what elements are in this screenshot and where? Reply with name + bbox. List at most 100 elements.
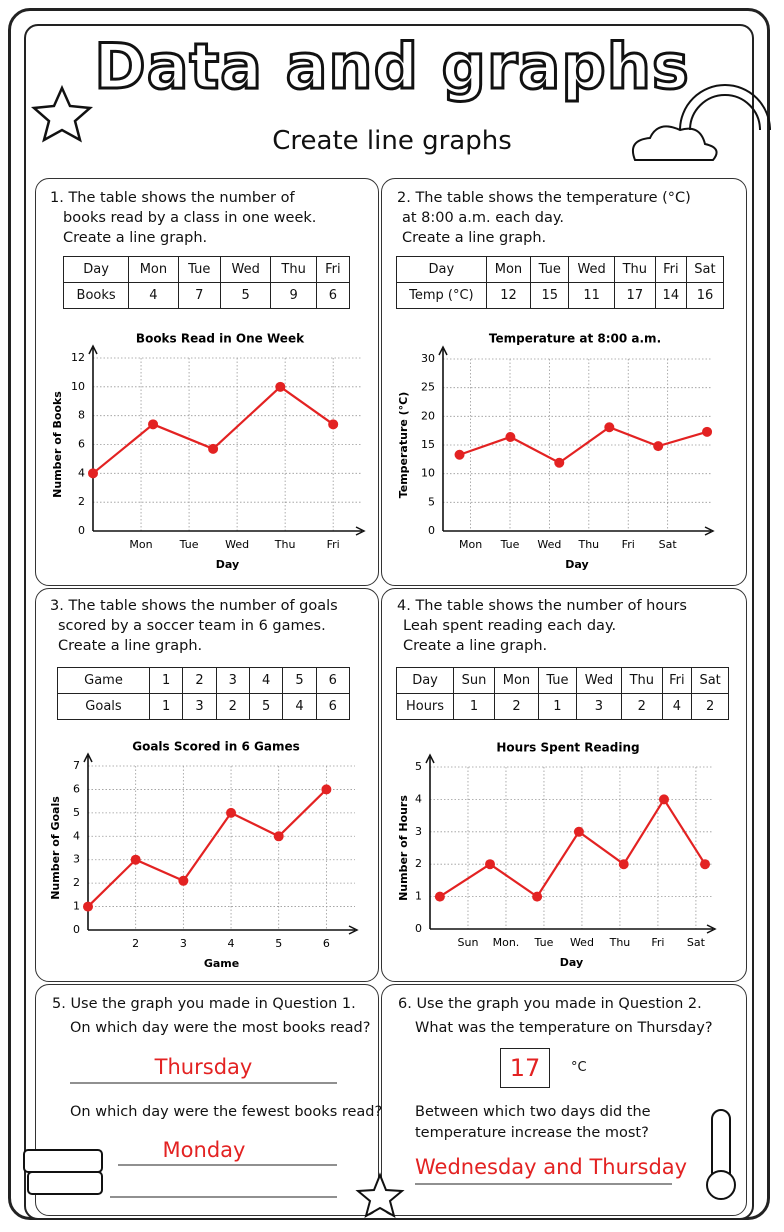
y-tick-label: 1 bbox=[73, 900, 80, 913]
y-axis-label: Temperature (°C) bbox=[397, 392, 410, 499]
table-cell: 4 bbox=[248, 667, 284, 694]
table-cell: 14 bbox=[654, 282, 687, 309]
data-line bbox=[439, 797, 706, 899]
table-row: Day Mon Tue Wed Thu Fri bbox=[62, 256, 351, 283]
y-tick-label: 2 bbox=[78, 495, 85, 508]
data-point bbox=[321, 784, 332, 795]
x-tick-label: Mon bbox=[459, 538, 482, 551]
prompt-line: 4. The table shows the number of hours bbox=[397, 598, 687, 614]
y-tick-label: 15 bbox=[421, 438, 435, 451]
prompt-line: 2. The table shows the temperature (°C) bbox=[397, 190, 691, 206]
subtitle: Create line graphs bbox=[272, 126, 512, 156]
y-tick-label: 2 bbox=[73, 876, 80, 889]
answer: Wednesday and Thursday bbox=[415, 1155, 688, 1179]
table-cell: Fri bbox=[654, 256, 687, 283]
table-cell: 5 bbox=[248, 693, 284, 720]
x-tick-label: 6 bbox=[323, 937, 330, 950]
table-cell: Sat bbox=[691, 667, 729, 694]
data-point bbox=[226, 807, 237, 818]
axis-arrow bbox=[704, 526, 715, 536]
table-cell: Sat bbox=[685, 256, 725, 283]
y-tick-label: 6 bbox=[73, 782, 80, 795]
panel bbox=[35, 588, 379, 982]
table-cell: 5 bbox=[282, 667, 317, 694]
x-tick-label: Wed bbox=[225, 538, 249, 551]
star-icon bbox=[30, 84, 94, 143]
data-point bbox=[532, 891, 543, 902]
y-tick-label: 25 bbox=[421, 381, 435, 394]
table-cell: 4 bbox=[661, 693, 693, 720]
x-axis-label: Day bbox=[565, 558, 588, 571]
x-tick-label: Fri bbox=[622, 538, 635, 551]
thermometer-icon bbox=[706, 1170, 736, 1200]
x-tick-label: Thu bbox=[577, 538, 599, 551]
question-line: What was the temperature on Thursday? bbox=[415, 1020, 713, 1036]
books-icon bbox=[23, 1149, 103, 1173]
table-row: Goals 1 3 2 5 4 6 bbox=[57, 693, 351, 720]
y-tick-label: 30 bbox=[421, 352, 435, 365]
table-cell: 7 bbox=[177, 282, 221, 309]
table-cell: 3 bbox=[182, 693, 217, 720]
data-table: Day Sun Mon Tue Wed Thu Fri Sat Hours 1 2 1 3 2 4 2 bbox=[395, 667, 729, 720]
question-line: On which day were the most books read? bbox=[70, 1020, 371, 1036]
x-tick-label: 5 bbox=[275, 937, 282, 950]
answer: Monday bbox=[162, 1138, 246, 1162]
table-cell: Sun bbox=[453, 667, 495, 694]
x-tick-label: 3 bbox=[180, 937, 187, 950]
table-cell: Tue bbox=[538, 667, 577, 694]
axis-arrow bbox=[348, 925, 359, 935]
axis-arrow bbox=[83, 752, 93, 763]
y-tick-label: 10 bbox=[421, 467, 435, 480]
y-tick-label: 0 bbox=[78, 524, 85, 537]
table-cell: 2 bbox=[215, 693, 250, 720]
table-cell: Wed bbox=[219, 256, 272, 283]
data-point bbox=[454, 449, 465, 460]
panel bbox=[381, 178, 747, 586]
cloud-icon bbox=[631, 125, 718, 161]
unit: °C bbox=[571, 1060, 587, 1075]
y-axis-label: Number of Books bbox=[51, 391, 64, 498]
y-tick-label: 8 bbox=[78, 409, 85, 422]
data-point bbox=[273, 831, 284, 842]
question-line: temperature increase the most? bbox=[415, 1125, 649, 1141]
chart-title: Books Read in One Week bbox=[136, 332, 305, 346]
y-tick-label: 20 bbox=[421, 409, 435, 422]
table-cell: Tue bbox=[177, 256, 221, 283]
x-tick-label: Wed bbox=[537, 538, 561, 551]
table-cell: Mon bbox=[493, 667, 540, 694]
table-cell: 2 bbox=[182, 667, 217, 694]
data-point bbox=[434, 891, 445, 902]
table-cell: Game bbox=[57, 667, 150, 694]
axis-arrow bbox=[425, 753, 435, 764]
table-cell: Thu bbox=[270, 256, 317, 283]
question-line: 5. Use the graph you made in Question 1. bbox=[52, 996, 356, 1012]
table-cell: Wed bbox=[575, 667, 623, 694]
x-tick-label: Sat bbox=[687, 936, 706, 949]
prompt-line: 1. The table shows the number of bbox=[50, 190, 295, 206]
y-tick-label: 3 bbox=[415, 825, 422, 838]
prompt-line: books read by a class in one week. bbox=[63, 210, 317, 226]
x-tick-label: Mon bbox=[129, 538, 152, 551]
table-cell: Goals bbox=[57, 693, 150, 720]
rainbow-icon bbox=[679, 84, 771, 131]
x-tick-label: Thu bbox=[274, 538, 296, 551]
y-tick-label: 2 bbox=[415, 857, 422, 870]
data-point bbox=[505, 431, 516, 442]
table-cell: 11 bbox=[568, 282, 615, 309]
axis-arrow bbox=[438, 345, 448, 356]
data-line bbox=[459, 425, 708, 465]
table-row: Hours 1 2 1 3 2 4 2 bbox=[395, 693, 729, 720]
y-tick-label: 6 bbox=[78, 438, 85, 451]
table-row: Day Mon Tue Wed Thu Fri Sat bbox=[396, 256, 725, 283]
question-line: On which day were the fewest books read? bbox=[70, 1104, 383, 1120]
table-cell: 1 bbox=[148, 693, 184, 720]
prompt-line: Leah spent reading each day. bbox=[403, 618, 617, 634]
x-tick-label: Wed bbox=[570, 936, 594, 949]
table-cell: 17 bbox=[613, 282, 656, 309]
data-table: Game 1 2 3 4 5 6 Goals 1 3 2 5 4 6 bbox=[57, 667, 351, 720]
table-cell: 1 bbox=[453, 693, 495, 720]
table-cell: 1 bbox=[148, 667, 184, 694]
table-cell: 5 bbox=[219, 282, 272, 309]
